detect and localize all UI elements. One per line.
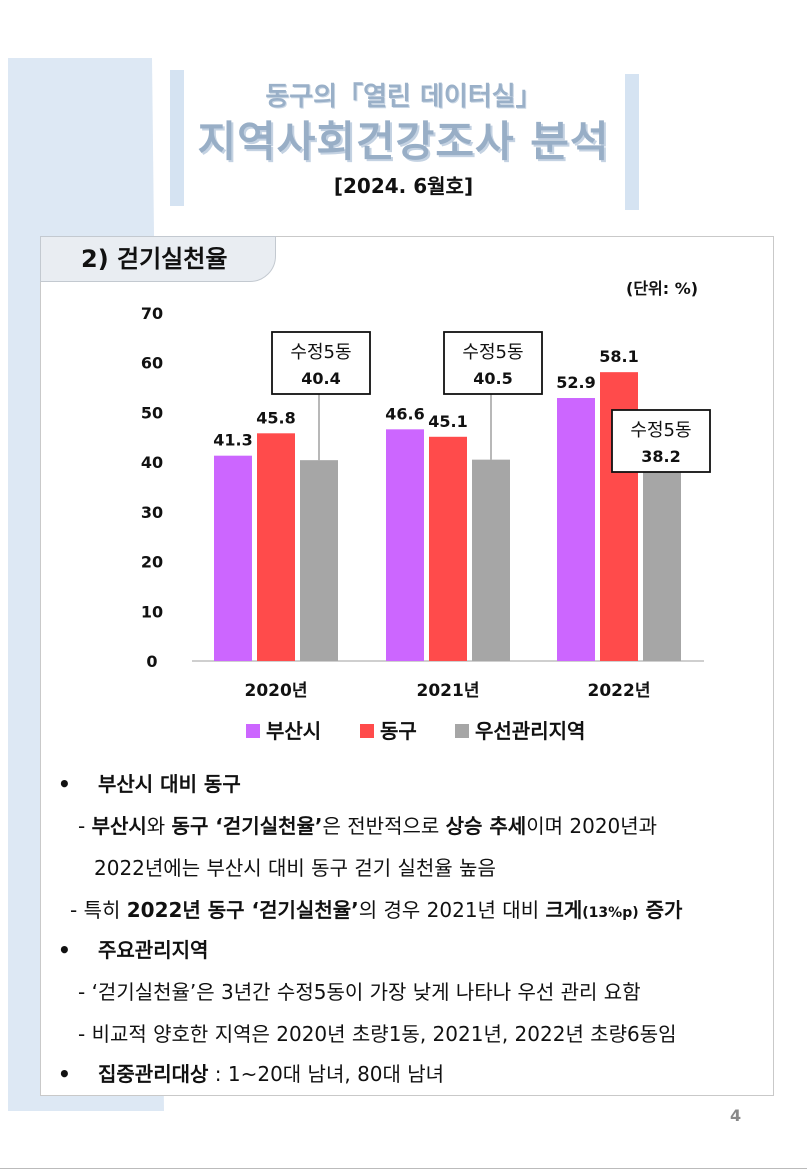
footer-divider [0,1168,807,1169]
bullet-2: • 주요관리지역 [58,934,208,963]
callout-value: 40.4 [301,369,340,388]
bullet-1-title: 부산시 대비 동구 [98,772,241,796]
bullet-2-line-2: - 비교적 양호한 지역은 2020년 초량1동, 2021년, 2022년 초… [78,1022,677,1046]
bullet-dot: • [58,772,71,796]
callout-name: 수정5동 [630,420,691,441]
callout-value: 40.5 [473,369,512,388]
bar-부산시 [386,429,424,661]
legend-swatch-부산시 [246,724,260,738]
y-tick-label: 70 [141,304,163,323]
bar-동구 [257,433,295,661]
y-tick-label: 10 [141,602,163,621]
chart-unit: (단위: %) [626,279,699,298]
callout-box [611,409,711,473]
bar-부산시 [557,398,595,661]
data-label: 41.3 [213,431,252,450]
page-number: 4 [730,1106,742,1125]
bullet-dot: • [58,1062,71,1086]
legend-label: 동구 [380,719,417,743]
callout-value: 38.2 [641,447,680,466]
bullet-2-title: 주요관리지역 [98,938,209,962]
section-title: 2) 걷기실천율 [40,236,276,282]
y-tick-label: 60 [141,354,163,373]
data-label: 45.1 [428,412,467,431]
y-tick-label: 50 [141,403,163,422]
bar-우선관리지역 [643,471,681,661]
header-date: [2024. 6월호] [333,174,474,198]
bar-부산시 [214,455,252,661]
bullet-1-line-3: - 특히 2022년 동구 ‘걷기실천율’의 경우 2021년 대비 크게(13… [70,898,683,922]
data-label: 45.8 [256,408,295,427]
bullet-2-line-1: - ‘걷기실천율’은 3년간 수정5동이 가장 낮게 나타나 우선 관리 요함 [78,980,641,1004]
bullet-1-line-1: - 부산시와 동구 ‘걷기실천율’은 전반적으로 상승 추세이며 2020년과 [78,814,658,838]
legend-swatch-동구 [360,724,374,738]
bar-우선관리지역 [472,459,510,661]
callout-box [443,331,543,395]
legend-label: 부산시 [266,719,321,743]
callout-name: 수정5동 [462,342,523,363]
x-tick-label: 2020년 [245,681,308,701]
bullet-3-title: 집중관리대상 [98,1062,209,1086]
data-label: 52.9 [556,373,595,392]
title-accent-right [625,74,639,210]
callout-box [271,331,371,395]
bullet-1: • 부산시 대비 동구 [58,768,241,797]
bar-chart: 0 10 20 30 40 50 60 70 2020년 41.345.8 수정5동 40.4 2021… [141,304,711,743]
bar-우선관리지역 [300,460,338,661]
bullet-3-text: : 1~20대 남녀, 80대 남녀 [208,1062,445,1086]
bar-동구 [429,436,467,661]
x-tick-label: 2021년 [417,681,480,701]
y-tick-label: 0 [146,652,157,671]
header-subtitle: 동구의「열린 데이터실」 [265,82,542,112]
header-title: 지역사회건강조사 분석 [197,117,610,166]
data-label: 46.6 [385,404,424,423]
y-tick-label: 30 [141,503,163,522]
bullet-3: • 집중관리대상 : 1~20대 남녀, 80대 남녀 [58,1058,444,1087]
title-accent-left [170,70,184,206]
y-tick-label: 20 [141,553,163,572]
content-panel [40,236,774,1096]
callout-name: 수정5동 [290,342,351,363]
data-label: 58.1 [599,347,638,366]
legend-label: 우선관리지역 [475,719,585,743]
bullet-1-line-2: 2022년에는 부산시 대비 동구 걷기 실천율 높음 [94,856,496,880]
bullet-dot: • [58,938,71,962]
y-tick-label: 40 [141,453,163,472]
legend-swatch-우선관리지역 [455,724,469,738]
x-tick-label: 2022년 [588,681,651,701]
